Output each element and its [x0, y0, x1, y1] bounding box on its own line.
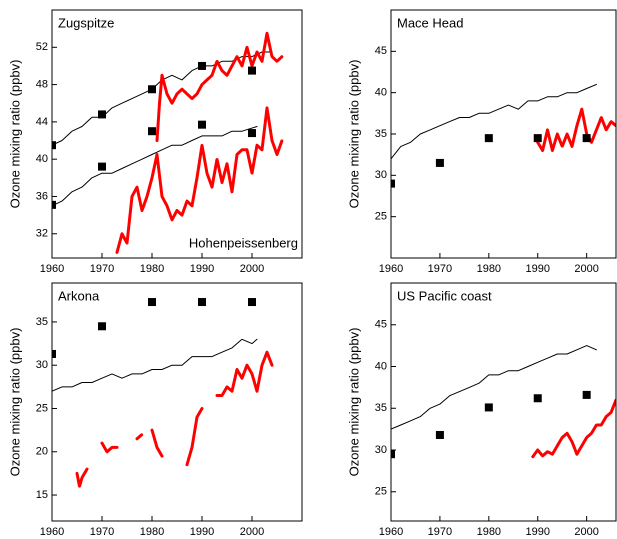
- x-tick-label: 1980: [140, 526, 164, 538]
- model-line: [52, 338, 258, 392]
- observation-dots: [155, 31, 284, 142]
- observation-dots: [531, 398, 616, 459]
- axes-frame: [51, 9, 303, 259]
- y-tick-label: 30: [36, 359, 48, 371]
- x-tick-label: 2000: [240, 526, 264, 538]
- square-marker: [148, 85, 156, 94]
- y-axis-label: Ozone mixing ratio (ppbv): [7, 60, 22, 209]
- panel: 1960 1970 1980 1990 2000 32 36 40 44 48 52 Ozone mi…: [7, 9, 303, 275]
- square-marker: [582, 134, 591, 143]
- y-axis-label: Ozone mixing ratio (ppbv): [7, 328, 22, 477]
- x-tick-label: 1960: [40, 526, 64, 538]
- y-tick-label: 15: [36, 489, 48, 501]
- x-tick-label: 2000: [574, 263, 598, 275]
- y-tick-label: 48: [36, 78, 48, 90]
- square-marker: [52, 200, 56, 209]
- y-axis-label: Ozone mixing ratio (ppbv): [346, 60, 361, 209]
- square-marker: [198, 120, 206, 129]
- x-tick-label: 1990: [190, 263, 214, 275]
- x-tick-label: 1990: [190, 526, 214, 538]
- x-tick-label: 1960: [379, 526, 403, 538]
- y-tick-label: 35: [375, 402, 387, 414]
- y-tick-label: 30: [375, 444, 387, 456]
- square-marker: [582, 390, 591, 399]
- x-tick-label: 1980: [140, 263, 164, 275]
- square-marker: [98, 110, 106, 119]
- square-marker: [98, 322, 106, 331]
- model-line: [52, 126, 258, 207]
- square-marker: [148, 298, 156, 307]
- square-marker: [248, 66, 256, 75]
- y-axis-label: Ozone mixing ratio (ppbv): [346, 328, 361, 477]
- square-marker: [435, 158, 444, 167]
- model-line: [391, 83, 597, 160]
- x-tick-label: 1960: [40, 263, 64, 275]
- y-tick-label: 25: [375, 486, 387, 498]
- y-tick-label: 52: [36, 41, 48, 53]
- observation-dots: [536, 107, 616, 152]
- observation-dots: [115, 106, 284, 254]
- x-tick-label: 1970: [428, 526, 452, 538]
- site-label: Arkona: [58, 288, 100, 303]
- square-marker: [391, 179, 395, 188]
- y-tick-label: 45: [375, 319, 387, 331]
- y-tick-label: 40: [375, 87, 387, 99]
- plot-area: [52, 298, 274, 488]
- y-tick-label: 36: [36, 190, 48, 202]
- y-tick-label: 30: [375, 169, 387, 181]
- square-marker: [198, 61, 206, 70]
- panel: 1960 1970 1980 1990 2000 25 30 35 40 45 Ozone mixi…: [346, 9, 617, 275]
- site-label: US Pacific coast: [397, 288, 492, 303]
- y-tick-label: 32: [36, 228, 48, 240]
- model-line: [391, 345, 597, 430]
- square-marker: [248, 298, 256, 307]
- square-marker: [533, 394, 542, 403]
- x-tick-label: 1970: [428, 263, 452, 275]
- x-tick-label: 2000: [574, 526, 598, 538]
- square-marker: [98, 162, 106, 171]
- x-tick-label: 1960: [379, 263, 403, 275]
- square-marker: [148, 127, 156, 136]
- axes-frame: [51, 282, 303, 522]
- axes-frame: [390, 9, 617, 259]
- plot-area: [391, 83, 616, 188]
- square-marker: [484, 403, 493, 412]
- x-tick-label: 1980: [477, 263, 501, 275]
- site-label: Mace Head: [397, 15, 463, 30]
- y-tick-label: 35: [36, 316, 48, 328]
- plot-area: [391, 345, 616, 459]
- site-label: Hohenpeissenberg: [189, 235, 298, 250]
- square-marker: [484, 134, 493, 143]
- observation-dots: [75, 350, 274, 488]
- square-marker: [52, 349, 56, 358]
- x-tick-label: 1970: [90, 526, 114, 538]
- plot-area: [52, 31, 284, 254]
- square-marker: [198, 298, 206, 307]
- y-tick-label: 25: [36, 402, 48, 414]
- square-marker: [391, 450, 395, 459]
- axes-frame: [390, 282, 617, 522]
- x-tick-label: 1980: [477, 526, 501, 538]
- y-tick-label: 35: [375, 128, 387, 140]
- panel: 1960 1970 1980 1990 2000 15 20 25 30 35 Ozone mixi…: [7, 282, 303, 538]
- square-marker: [533, 134, 542, 143]
- square-marker: [248, 129, 256, 138]
- site-label: Zugspitze: [58, 15, 114, 30]
- x-tick-label: 1990: [525, 263, 549, 275]
- y-tick-label: 44: [36, 116, 48, 128]
- x-tick-label: 2000: [240, 263, 264, 275]
- panel: 1960 1970 1980 1990 2000 25 30 35 40 45 Ozone mixi…: [346, 282, 617, 538]
- x-tick-label: 1970: [90, 263, 114, 275]
- y-tick-label: 40: [375, 360, 387, 372]
- y-tick-label: 40: [36, 153, 48, 165]
- y-tick-label: 25: [375, 211, 387, 223]
- x-tick-label: 1990: [525, 526, 549, 538]
- y-tick-label: 45: [375, 45, 387, 57]
- square-marker: [52, 141, 56, 150]
- square-marker: [435, 430, 444, 439]
- y-tick-label: 20: [36, 446, 48, 458]
